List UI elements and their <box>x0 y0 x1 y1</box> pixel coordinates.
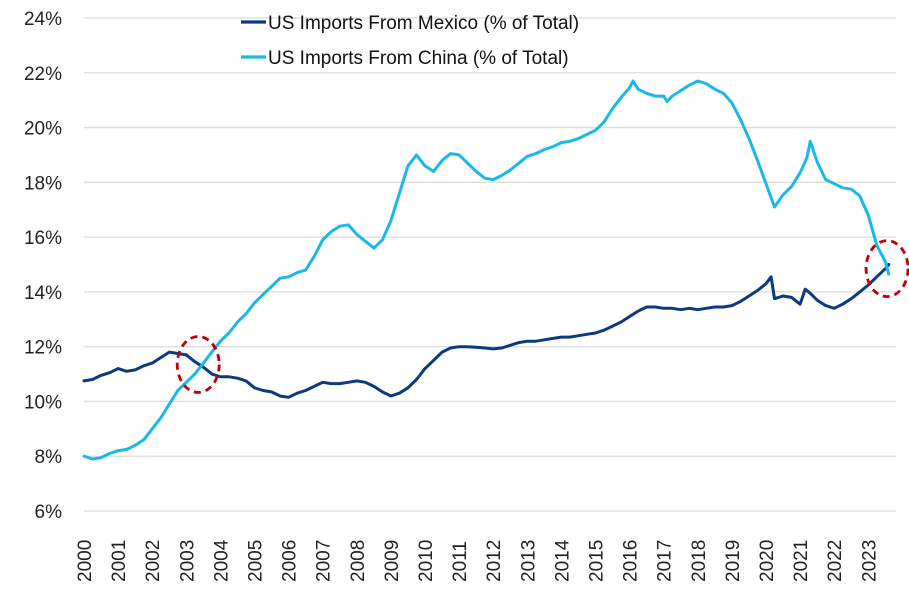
y-tick-label: 6% <box>35 502 63 523</box>
x-tick-label: 2003 <box>177 540 198 582</box>
legend-label-china: US Imports From China (% of Total) <box>268 48 569 69</box>
legend-item-mexico: US Imports From Mexico (% of Total) <box>241 13 579 34</box>
y-tick-label: 20% <box>24 119 62 140</box>
annotations <box>175 239 909 394</box>
series-line-mexico <box>82 263 891 399</box>
x-tick-label: 2008 <box>348 540 369 582</box>
y-tick-label: 10% <box>24 392 62 413</box>
x-tick-label: 2015 <box>587 540 608 582</box>
x-axis: 2000 2001 2002 2003 2004 2005 2006 2007 2008 2009… <box>75 539 880 582</box>
x-tick-label: 2001 <box>109 540 130 582</box>
y-tick-label: 24% <box>24 9 62 30</box>
x-tick-label: 2023 <box>859 540 880 582</box>
highlight-ellipse-1 <box>175 335 221 394</box>
x-tick-label: 2014 <box>552 539 573 582</box>
x-tick-label: 2021 <box>791 540 812 582</box>
x-tick-label: 2018 <box>689 540 710 582</box>
x-tick-label: 2016 <box>621 540 642 582</box>
x-tick-label: 2009 <box>382 540 403 582</box>
gridlines <box>84 17 896 512</box>
series-lines <box>82 79 891 461</box>
x-tick-label: 2006 <box>280 540 301 582</box>
y-axis: 6% 8% 10% 12% 14% 16% 18% 20% 22% 24% <box>24 9 62 523</box>
y-tick-label: 8% <box>35 447 63 468</box>
legend-label-mexico: US Imports From Mexico (% of Total) <box>268 13 579 34</box>
x-tick-label: 2022 <box>825 540 846 582</box>
x-tick-label: 2002 <box>143 540 164 582</box>
x-tick-label: 2010 <box>416 540 437 582</box>
x-tick-label: 2011 <box>450 541 471 582</box>
y-tick-label: 14% <box>24 283 62 304</box>
y-tick-label: 18% <box>24 173 62 194</box>
x-tick-label: 2000 <box>75 540 96 582</box>
x-tick-label: 2019 <box>723 540 744 582</box>
x-tick-label: 2020 <box>757 540 778 582</box>
legend-item-china: US Imports From China (% of Total) <box>241 48 569 69</box>
y-tick-label: 16% <box>24 228 62 249</box>
series-line-china <box>82 79 891 461</box>
x-tick-label: 2017 <box>655 540 676 582</box>
x-tick-label: 2004 <box>211 539 232 582</box>
y-tick-label: 12% <box>24 338 62 359</box>
x-tick-label: 2005 <box>246 540 267 582</box>
x-tick-label: 2013 <box>518 540 539 582</box>
x-tick-label: 2012 <box>484 540 505 582</box>
legend: US Imports From Mexico (% of Total) US I… <box>241 13 579 69</box>
highlight-ellipse-2 <box>864 239 909 298</box>
y-tick-label: 22% <box>24 64 62 85</box>
x-tick-label: 2007 <box>314 540 335 582</box>
